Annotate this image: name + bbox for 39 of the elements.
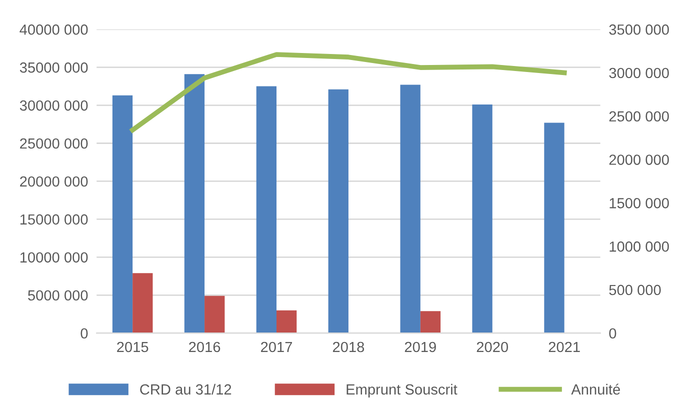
line-series (130, 52, 567, 132)
y-tick-label: 35000 000 (20, 62, 88, 73)
y-tick-label: 15000 000 (20, 214, 88, 225)
bar (132, 273, 153, 334)
y-tick-label: 30000 000 (20, 100, 88, 111)
x-tick-label: 2017 (261, 342, 292, 352)
x-tick-label: 2015 (117, 342, 148, 352)
y2-tick-label: 1500 000 (610, 198, 669, 208)
bar (400, 84, 420, 334)
y-tick-label: 0 (80, 328, 88, 339)
y2-tick-label: 500 000 (609, 284, 661, 296)
x-tick-label: 2018 (332, 342, 364, 352)
bar (184, 74, 205, 334)
legend-label: Emprunt Souscrit (346, 384, 458, 398)
bar (420, 311, 441, 334)
legend-label: Annuité (571, 384, 620, 395)
x-tick-label: 2016 (189, 342, 220, 352)
bar (112, 95, 133, 334)
y2-tick-label: 3000 000 (609, 68, 669, 78)
x-tick-label: 2021 (548, 342, 580, 352)
bar (328, 89, 348, 334)
y2-tick-label: 3500 000 (609, 24, 669, 35)
bar (472, 104, 492, 334)
y-tick-label: 10000 000 (20, 252, 88, 263)
x-tick-label: 2019 (404, 342, 436, 352)
y2-tick-label: 2000 000 (609, 154, 669, 165)
bar (256, 86, 276, 334)
bar (544, 122, 564, 334)
y-tick-label: 20000 000 (20, 176, 88, 187)
y-tick-label: 40000 000 (20, 24, 88, 35)
legend-label: CRD au 31/12 (140, 384, 232, 395)
y2-tick-label: 1000 000 (610, 241, 669, 252)
y2-tick-label: 2500 000 (609, 111, 669, 122)
bar (276, 310, 297, 334)
y-tick-label: 25000 000 (20, 138, 88, 149)
bar (204, 296, 225, 334)
x-tick-label: 2020 (476, 342, 508, 352)
y-tick-label: 5000 000 (28, 290, 88, 301)
y2-tick-label: 0 (609, 328, 616, 339)
